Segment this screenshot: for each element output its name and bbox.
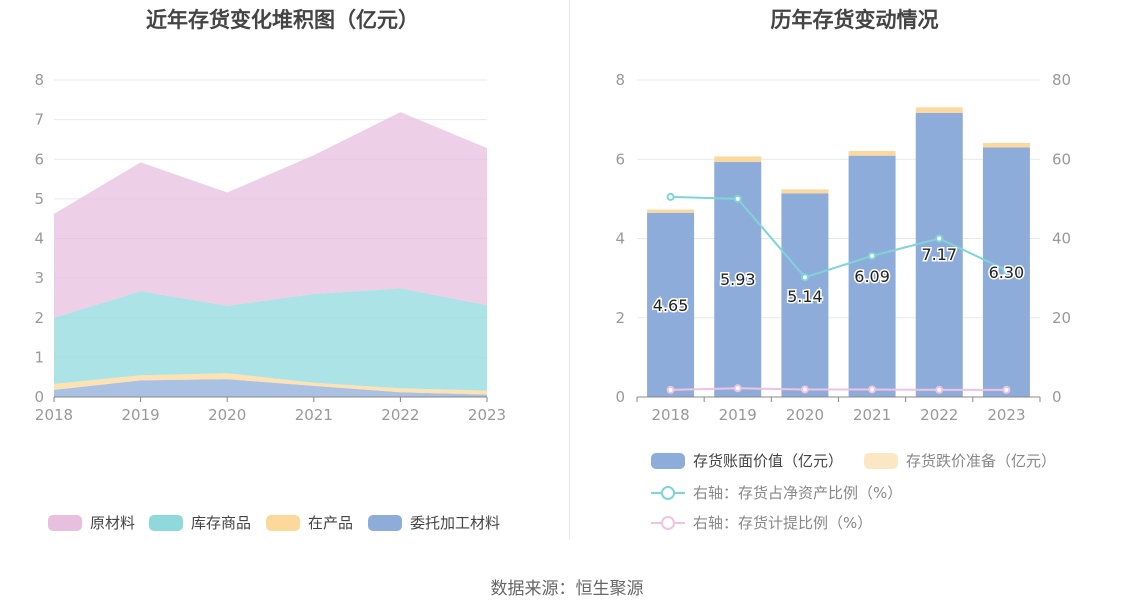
y-tick-label: 2 <box>615 309 625 327</box>
x-tick-label: 2020 <box>786 406 824 424</box>
legend-label: 原材料 <box>90 514 136 532</box>
x-tick-label: 2023 <box>468 406 506 420</box>
y-tick-label: 0 <box>615 388 625 406</box>
y-tick-label: 0 <box>34 388 44 406</box>
bar-impairment <box>781 189 829 194</box>
bar-impairment <box>714 156 762 163</box>
bar-book-value <box>915 112 963 398</box>
line-右轴：存货计提比例（%） <box>670 387 1007 391</box>
bar-impairment <box>982 143 1030 148</box>
x-tick-label: 2022 <box>381 406 419 420</box>
y2-tick-label: 20 <box>1052 309 1071 327</box>
legend-label: 右轴：存货计提比例（%） <box>693 514 873 532</box>
legend-swatch <box>864 452 898 469</box>
y-tick-label: 6 <box>34 150 44 168</box>
legend-label: 右轴：存货占净资产比例（%） <box>693 484 903 502</box>
x-tick-label: 2023 <box>987 406 1025 424</box>
bar-value-label: 4.65 <box>653 296 689 315</box>
y-tick-label: 1 <box>34 348 44 366</box>
legend-swatch <box>149 514 183 531</box>
legend-item-finished-goods[interactable]: 库存商品 <box>149 512 251 533</box>
left-chart-title: 近年存货变化堆积图（亿元） <box>146 8 419 32</box>
legend-line-marker <box>651 485 685 501</box>
bar-book-value <box>647 212 695 397</box>
x-tick-label: 2019 <box>719 406 757 424</box>
y-tick-label: 6 <box>615 150 625 168</box>
area-在产品 <box>54 373 487 395</box>
bar-value-label: 5.14 <box>787 287 823 306</box>
line-point <box>1002 266 1011 275</box>
x-tick-label: 2018 <box>35 406 73 420</box>
bar-value-label: 5.93 <box>720 270 756 289</box>
legend-swatch <box>368 514 402 531</box>
legend-item-net-asset-ratio[interactable]: 右轴：存货占净资产比例（%） <box>651 482 902 503</box>
legend-label: 库存商品 <box>191 514 252 532</box>
legend-line-marker <box>651 515 685 531</box>
y-tick-label: 8 <box>615 71 625 89</box>
bar-book-value <box>848 155 896 397</box>
line-右轴：存货占净资产比例（%） <box>670 195 1007 279</box>
line-point <box>666 385 675 394</box>
legend-item-provision-ratio[interactable]: 右轴：存货计提比例（%） <box>651 512 872 533</box>
stacked-area-chart: 0 1 2 3 4 5 6 7 8 2018 2019 2020 2021 2022 2023 <box>34 71 506 420</box>
x-tick-label: 2021 <box>295 406 333 420</box>
line-point <box>666 192 675 201</box>
area-库存商品 <box>54 288 487 391</box>
bar-value-label: 7.17 <box>921 245 957 264</box>
bar-impairment <box>848 150 896 156</box>
y-tick-label: 2 <box>34 309 44 327</box>
y-tick-label: 7 <box>34 111 44 129</box>
y-tick-label: 4 <box>615 230 625 248</box>
y-tick-label: 5 <box>34 190 44 208</box>
legend-label: 存货跌价准备（亿元） <box>906 452 1057 470</box>
legend-item-consigned-materials[interactable]: 委托加工材料 <box>368 512 500 533</box>
y2-tick-label: 40 <box>1052 230 1071 248</box>
legend-swatch <box>651 452 685 469</box>
legend-item-work-in-progress[interactable]: 在产品 <box>266 512 353 533</box>
line-point <box>800 273 809 282</box>
line-point <box>733 384 742 393</box>
legend-swatch <box>48 514 82 531</box>
bar-book-value <box>781 193 829 397</box>
line-point <box>935 234 944 243</box>
line-point <box>868 385 877 394</box>
data-source: 数据来源：恒生聚源 <box>490 579 644 599</box>
bar-impairment <box>915 107 963 113</box>
inventory-bar-chart: 024680204060804.655.935.146.097.176.3020… <box>615 71 1071 424</box>
y-tick-label: 3 <box>34 269 44 287</box>
legend-item-impairment[interactable]: 存货跌价准备（亿元） <box>864 450 1056 471</box>
y2-tick-label: 0 <box>1052 388 1062 406</box>
area-原材料 <box>54 112 487 318</box>
line-point <box>935 385 944 394</box>
right-chart-title: 历年存货变动情况 <box>770 8 939 32</box>
legend-label: 在产品 <box>308 514 354 532</box>
y2-tick-label: 60 <box>1052 150 1071 168</box>
line-point <box>1002 385 1011 394</box>
y-tick-label: 8 <box>34 71 44 89</box>
legend-item-raw-materials[interactable]: 原材料 <box>48 512 135 533</box>
legend-item-book-value[interactable]: 存货账面价值（亿元） <box>651 450 843 471</box>
bar-value-label: 6.09 <box>854 267 890 286</box>
x-tick-label: 2021 <box>853 406 891 424</box>
line-point <box>800 385 809 394</box>
legend-label: 存货账面价值（亿元） <box>693 452 844 470</box>
x-tick-label: 2019 <box>122 406 160 420</box>
chart-divider <box>569 0 570 540</box>
y2-tick-label: 80 <box>1052 71 1071 89</box>
x-tick-label: 2018 <box>651 406 689 424</box>
x-tick-label: 2020 <box>208 406 246 420</box>
line-point <box>733 194 742 203</box>
line-point <box>868 251 877 260</box>
legend-label: 委托加工材料 <box>410 514 501 532</box>
bar-value-label: 6.30 <box>989 263 1025 282</box>
x-tick-label: 2022 <box>920 406 958 424</box>
bar-impairment <box>647 209 695 213</box>
area-委托加工材料 <box>54 379 487 397</box>
legend-swatch <box>266 514 300 531</box>
y-tick-label: 4 <box>34 230 44 248</box>
